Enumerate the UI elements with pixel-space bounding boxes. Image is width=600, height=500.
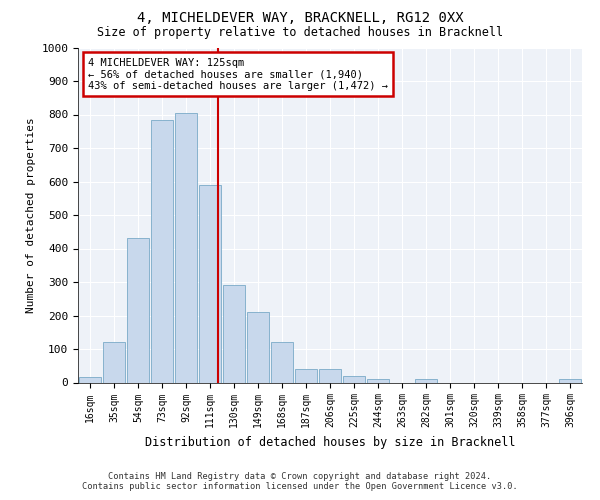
X-axis label: Distribution of detached houses by size in Bracknell: Distribution of detached houses by size … <box>145 436 515 449</box>
Bar <box>79 378 101 382</box>
Bar <box>415 379 437 382</box>
Bar <box>223 286 245 382</box>
Bar <box>367 379 389 382</box>
Bar <box>319 369 341 382</box>
Text: Size of property relative to detached houses in Bracknell: Size of property relative to detached ho… <box>97 26 503 39</box>
Text: 4 MICHELDEVER WAY: 125sqm
← 56% of detached houses are smaller (1,940)
43% of se: 4 MICHELDEVER WAY: 125sqm ← 56% of detac… <box>88 58 388 91</box>
Text: 4, MICHELDEVER WAY, BRACKNELL, RG12 0XX: 4, MICHELDEVER WAY, BRACKNELL, RG12 0XX <box>137 11 463 25</box>
Bar <box>271 342 293 382</box>
Bar <box>343 376 365 382</box>
Bar <box>199 185 221 382</box>
Y-axis label: Number of detached properties: Number of detached properties <box>26 117 36 313</box>
Bar <box>295 369 317 382</box>
Bar <box>127 238 149 382</box>
Text: Contains HM Land Registry data © Crown copyright and database right 2024.
Contai: Contains HM Land Registry data © Crown c… <box>82 472 518 491</box>
Bar <box>151 120 173 382</box>
Bar <box>103 342 125 382</box>
Bar <box>559 379 581 382</box>
Bar <box>175 113 197 382</box>
Bar <box>247 312 269 382</box>
